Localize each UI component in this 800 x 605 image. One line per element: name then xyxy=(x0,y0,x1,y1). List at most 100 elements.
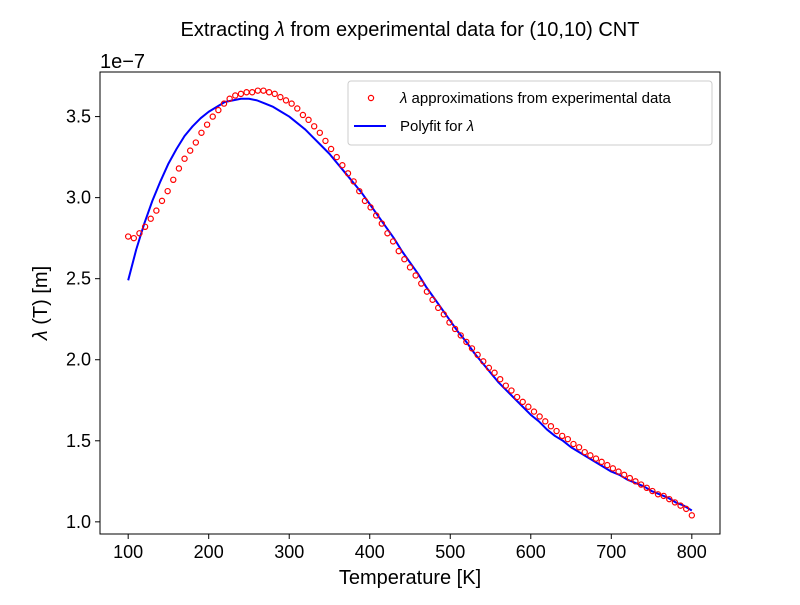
x-tick-label: 100 xyxy=(113,542,143,562)
data-point xyxy=(451,325,459,333)
data-point xyxy=(209,113,216,120)
y-tick-label: 1.0 xyxy=(66,512,91,532)
data-point xyxy=(570,440,577,448)
x-tick-label: 700 xyxy=(596,542,626,562)
y-tick-label: 1.5 xyxy=(66,431,91,451)
data-point xyxy=(474,351,481,359)
data-point xyxy=(153,207,160,214)
data-point xyxy=(542,418,549,425)
data-point xyxy=(508,387,515,394)
data-point xyxy=(412,272,419,279)
x-axis-ticks: 100 200 300 400 500 600 700 800 xyxy=(113,534,707,562)
legend-symbol-experimental: λ xyxy=(399,90,407,107)
x-tick-label: 500 xyxy=(435,542,465,562)
data-point xyxy=(299,111,307,119)
x-tick-label: 400 xyxy=(355,542,385,562)
data-point xyxy=(282,97,290,104)
data-point xyxy=(547,423,555,430)
data-point xyxy=(485,364,493,372)
legend-label-polyfit: Polyfit for λ xyxy=(400,118,474,135)
data-point xyxy=(480,358,487,365)
data-point xyxy=(248,89,256,96)
data-point xyxy=(429,296,436,303)
data-point xyxy=(457,332,464,339)
data-point xyxy=(626,474,634,482)
y-offset-label: 1e−7 xyxy=(100,51,145,73)
legend-box xyxy=(347,80,713,146)
y-tick-label: 3.5 xyxy=(66,107,91,127)
data-point xyxy=(677,502,684,509)
data-point xyxy=(277,93,284,101)
data-point xyxy=(468,345,476,352)
data-point xyxy=(496,375,504,383)
data-point xyxy=(226,95,233,102)
data-point xyxy=(598,458,605,466)
data-point xyxy=(530,408,538,415)
x-tick-label: 600 xyxy=(516,542,546,562)
data-point xyxy=(147,215,154,222)
data-point xyxy=(654,491,662,498)
data-point xyxy=(141,223,149,231)
data-point xyxy=(220,100,228,107)
data-point xyxy=(265,89,273,96)
data-point xyxy=(553,427,560,435)
data-point xyxy=(260,87,267,94)
data-point xyxy=(519,398,526,406)
data-point xyxy=(575,444,583,451)
data-point xyxy=(175,165,183,172)
plot-frame xyxy=(99,71,721,535)
data-point xyxy=(440,311,448,318)
series-line-polyfit xyxy=(127,97,693,512)
legend-symbol-polyfit: λ xyxy=(466,118,474,135)
data-point xyxy=(401,256,408,263)
data-point xyxy=(327,145,335,153)
data-point xyxy=(378,220,386,227)
legend-marker-experimental xyxy=(367,94,375,102)
data-point xyxy=(310,123,318,130)
data-point xyxy=(136,230,143,237)
data-point xyxy=(367,204,374,211)
data-point xyxy=(192,139,200,146)
data-point xyxy=(237,90,245,98)
data-point xyxy=(170,176,177,183)
data-point xyxy=(643,484,650,491)
data-point xyxy=(406,264,414,271)
data-point xyxy=(434,304,442,312)
y-axis-label: λ (T) [m] xyxy=(30,266,52,341)
data-point xyxy=(649,487,656,495)
data-point xyxy=(671,499,679,506)
data-point xyxy=(198,129,205,136)
data-point xyxy=(418,280,425,287)
data-point xyxy=(339,162,346,169)
data-point xyxy=(130,234,138,242)
legend: λ approximations from experimental data … xyxy=(347,80,713,146)
data-point xyxy=(581,448,588,456)
data-point xyxy=(243,89,250,96)
data-point xyxy=(372,212,380,219)
legend-text-polyfit: Polyfit for xyxy=(400,118,467,135)
data-point xyxy=(254,87,262,94)
data-point xyxy=(322,137,329,145)
y-axis-label-symbol: λ xyxy=(30,330,52,341)
data-point xyxy=(587,452,594,459)
legend-label-experimental: λ approximations from experimental data xyxy=(399,90,672,107)
data-point xyxy=(615,468,622,475)
data-point xyxy=(502,382,510,389)
data-point xyxy=(682,505,690,513)
data-point xyxy=(186,147,194,154)
data-point xyxy=(660,492,667,500)
data-point xyxy=(361,197,369,205)
y-tick-label: 2.0 xyxy=(66,350,91,370)
data-point xyxy=(491,369,498,376)
data-point xyxy=(158,197,166,205)
data-point xyxy=(463,338,470,346)
data-point xyxy=(232,92,239,99)
data-point xyxy=(333,153,340,161)
plot-content xyxy=(124,87,696,519)
title-symbol: λ xyxy=(274,19,285,41)
x-tick-label: 200 xyxy=(194,542,224,562)
data-point xyxy=(558,432,566,440)
x-axis-label: Temperature [K] xyxy=(339,567,481,589)
